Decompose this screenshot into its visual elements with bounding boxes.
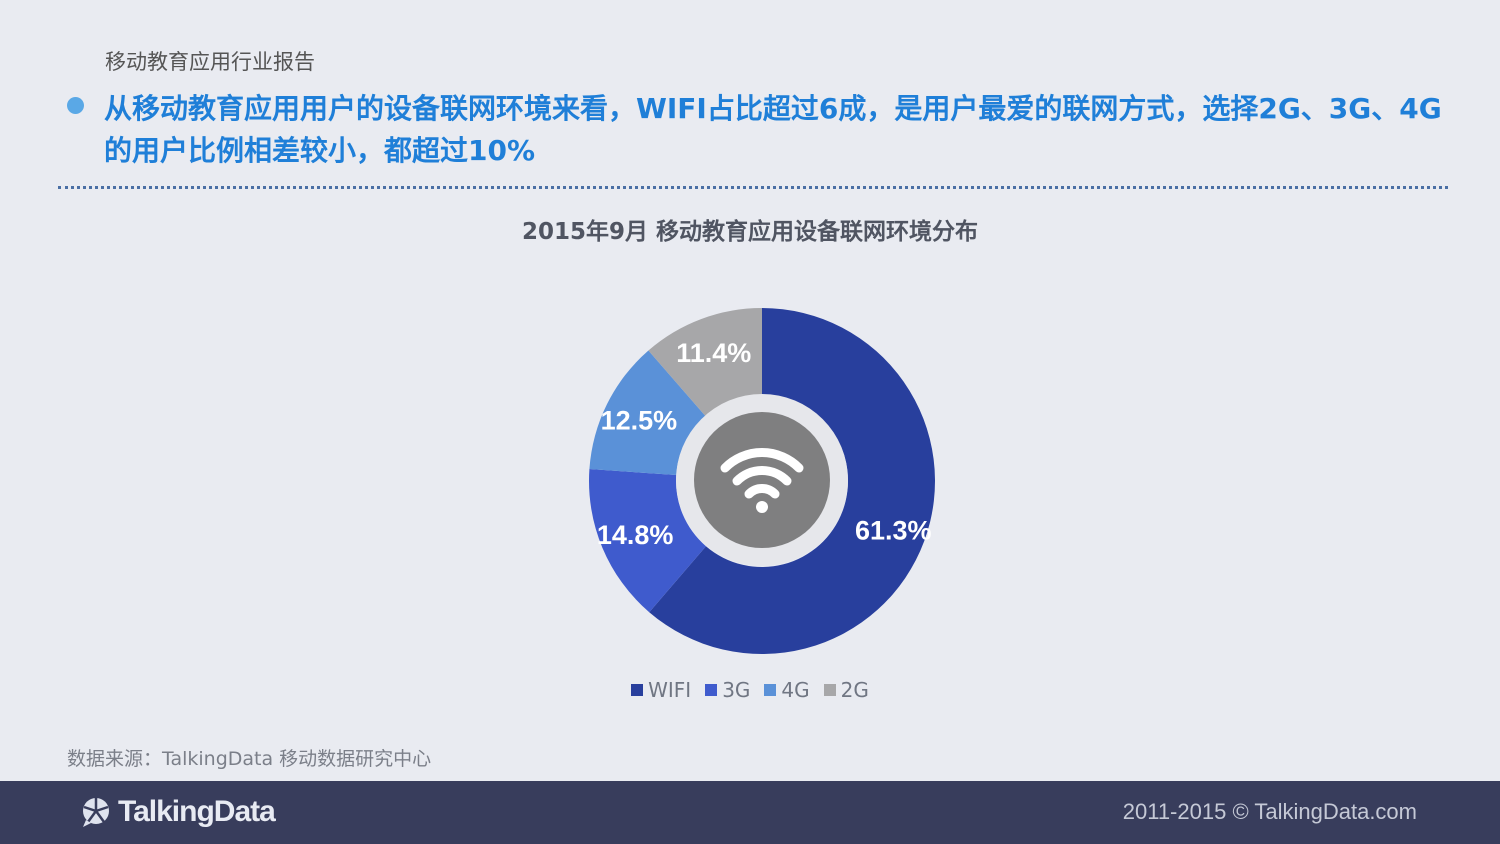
donut-slices xyxy=(588,308,935,654)
headline: 从移动教育应用用户的设备联网环境来看，WIFI占比超过6成，是用户最爱的联网方式… xyxy=(104,92,1442,167)
center-disc xyxy=(694,412,830,548)
bullet-dot xyxy=(67,97,84,114)
slice-3g xyxy=(588,469,706,613)
data-source: 数据来源：TalkingData 移动数据研究中心 xyxy=(67,748,432,770)
footer-bar: TalkingData 2011-2015 © TalkingData.com xyxy=(0,781,1500,844)
legend-swatch xyxy=(631,684,644,696)
report-label: 移动教育应用行业报告 xyxy=(105,50,315,74)
talkingdata-logo-icon xyxy=(83,798,109,827)
legend-item-3g: 3G xyxy=(705,678,750,702)
data-label-4g: 12.5% xyxy=(601,406,678,436)
slice-4g xyxy=(589,350,706,476)
center-badge xyxy=(676,394,848,566)
dotted-divider xyxy=(58,186,1448,189)
legend-label: 3G xyxy=(722,678,751,702)
chart-title: 2015年9月 移动教育应用设备联网环境分布 xyxy=(521,219,979,245)
legend-item-wifi: WIFI xyxy=(631,678,691,702)
legend-label: 4G xyxy=(781,678,810,702)
slice-wifi xyxy=(649,308,935,654)
data-label-2g: 11.4% xyxy=(676,338,751,368)
data-labels: 61.3% 14.8% 12.5% 11.4% xyxy=(597,338,932,550)
brand-text: TalkingData xyxy=(118,795,276,828)
legend-label: 2G xyxy=(840,678,869,702)
legend-item-4g: 4G xyxy=(764,678,810,702)
legend-swatch xyxy=(705,684,718,696)
chart-legend: WIFI 3G 4G 2G xyxy=(0,678,1500,702)
data-label-3g: 14.8% xyxy=(597,520,674,550)
slice-2g xyxy=(648,308,762,417)
legend-swatch xyxy=(764,684,777,696)
data-label-wifi: 61.3% xyxy=(855,516,932,546)
legend-swatch xyxy=(823,684,836,696)
copyright: 2011-2015 © TalkingData.com xyxy=(1122,799,1417,824)
wifi-icon xyxy=(720,448,804,513)
brand-logo: TalkingData xyxy=(80,795,276,829)
legend-label: WIFI xyxy=(648,678,692,702)
legend-item-2g: 2G xyxy=(823,678,869,702)
